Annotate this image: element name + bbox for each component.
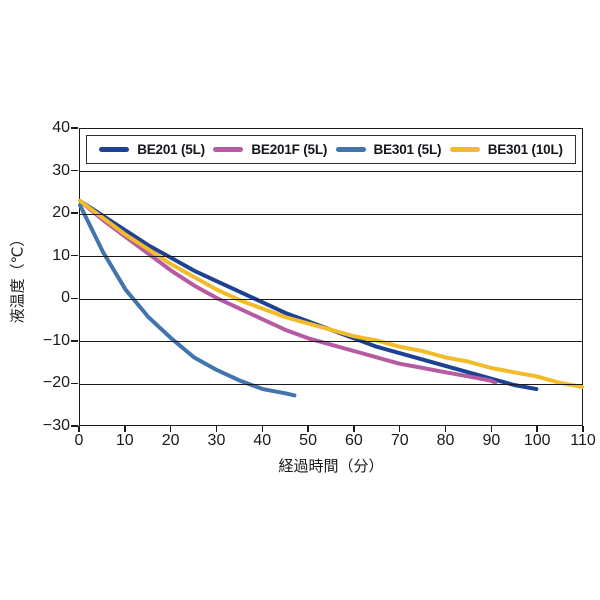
x-tick-mark <box>490 426 493 432</box>
x-tick-label: 110 <box>570 432 596 449</box>
y-tick-mark <box>71 254 78 257</box>
legend-line-swatch <box>449 147 480 152</box>
x-tick-mark <box>353 426 355 432</box>
y-tick-mark <box>71 297 78 300</box>
x-tick-mark <box>444 426 447 432</box>
plot-area: BE201 (5L) BE201F (5L) BE301 (5L) BE301 (10… <box>79 128 583 426</box>
legend-line-swatch <box>99 147 130 152</box>
x-tick-mark <box>398 426 401 432</box>
y-tick-label: 0 <box>61 289 70 307</box>
legend-label: BE301 (10L) <box>487 142 563 157</box>
x-tick-mark <box>261 426 264 432</box>
y-tick-mark <box>71 169 78 172</box>
legend-line-swatch <box>335 147 366 152</box>
x-tick-mark <box>307 426 309 432</box>
x-tick-mark <box>582 426 584 432</box>
series-line-BE301-5L <box>80 205 294 395</box>
gridline <box>80 383 582 385</box>
x-tick-label: 50 <box>299 432 317 449</box>
x-tick-label: 70 <box>390 432 409 449</box>
x-tick-label: 20 <box>161 432 180 449</box>
series-line-BE301-10L <box>80 201 582 387</box>
gridline <box>80 341 582 343</box>
y-tick-label: 40 <box>52 119 70 136</box>
legend-label: BE301 (5L) <box>373 142 442 157</box>
x-tick-label: 60 <box>345 432 363 449</box>
x-tick-label: 10 <box>115 432 134 449</box>
x-tick-label: 0 <box>74 432 84 449</box>
y-tick-mark <box>71 425 78 427</box>
x-tick-mark <box>78 426 80 432</box>
x-tick-label: 100 <box>523 432 551 449</box>
x-tick-label: 40 <box>253 432 272 449</box>
x-tick-label: 90 <box>482 432 501 449</box>
gridline <box>80 171 582 173</box>
gridline <box>80 213 582 215</box>
legend-label: BE201 (5L) <box>137 142 205 157</box>
y-tick-mark <box>71 212 78 214</box>
legend-label: BE201F (5L) <box>251 142 328 157</box>
legend-item: BE201F (5L) <box>213 142 327 157</box>
legend-item: BE201 (5L) <box>99 142 205 157</box>
y-tick-mark <box>71 382 78 385</box>
x-tick-mark <box>124 426 126 432</box>
y-tick-mark <box>71 127 78 129</box>
y-tick-label: 10 <box>52 246 70 264</box>
legend-item: BE301 (5L) <box>335 142 442 157</box>
y-tick-label: −10 <box>42 331 70 349</box>
gridline <box>80 256 582 258</box>
x-tick-mark <box>169 426 172 432</box>
x-tick-label: 30 <box>207 432 226 449</box>
x-tick-label: 80 <box>436 432 455 449</box>
y-tick-label: 30 <box>52 161 70 179</box>
legend-line-swatch <box>213 147 244 152</box>
y-tick-label: −20 <box>42 374 70 392</box>
x-tick-mark <box>536 426 538 432</box>
gridline <box>80 298 582 300</box>
y-tick-mark <box>71 340 78 342</box>
legend: BE201 (5L) BE201F (5L) BE301 (5L) BE301 (10… <box>86 135 576 164</box>
series-lines <box>80 129 582 425</box>
y-axis-label: 液温度（℃） <box>9 231 27 323</box>
x-axis-label: 経過時間（分） <box>278 458 384 475</box>
series-line-BE201-5L <box>80 201 536 389</box>
y-tick-label: 20 <box>52 204 70 222</box>
x-tick-mark <box>215 426 218 432</box>
legend-item: BE301 (10L) <box>449 142 563 157</box>
y-tick-label: −30 <box>42 417 70 434</box>
